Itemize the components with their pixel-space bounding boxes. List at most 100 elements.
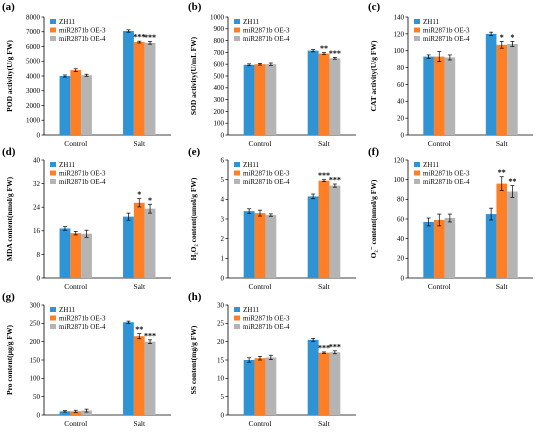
bar-salt-1 bbox=[123, 31, 134, 136]
y-tick-label: 40 bbox=[397, 98, 405, 106]
y-tick-label: 100 bbox=[394, 47, 405, 55]
y-tick-label: 800 bbox=[214, 37, 225, 45]
legend-label: miR2871b OE-4 bbox=[423, 178, 470, 186]
bar-control-3 bbox=[81, 233, 92, 278]
legend-swatch bbox=[234, 162, 240, 167]
bar-salt-1 bbox=[485, 214, 497, 278]
chart-panel-c: (c) 0 20 40 60 80 100 120 140 CAT activity(U/g FW… bbox=[368, 1, 533, 148]
bar-control-1 bbox=[423, 56, 434, 135]
bar-control-2 bbox=[254, 213, 266, 278]
bar-control-3 bbox=[444, 218, 456, 278]
significance-mark: ** bbox=[135, 325, 143, 334]
bar-control-2 bbox=[70, 70, 82, 135]
y-tick-label: 60 bbox=[397, 81, 405, 89]
bar-salt-3 bbox=[144, 208, 156, 278]
y-axis-label: Pro content(µg/g FW) bbox=[5, 325, 14, 396]
bar-salt-2 bbox=[318, 53, 330, 135]
bar-control-1 bbox=[59, 228, 71, 278]
y-tick-label: 2000 bbox=[26, 102, 41, 110]
bar-control-2 bbox=[433, 56, 445, 135]
chart-panel-e: (e) 0 1 2 3 4 5 6 H₂O₂ content(umol/g FW) Control… bbox=[188, 146, 356, 291]
legend-label: ZH11 bbox=[423, 161, 440, 169]
x-category-label: Salt bbox=[318, 282, 331, 291]
legend-swatch bbox=[414, 19, 420, 24]
significance-mark: * bbox=[510, 33, 514, 42]
y-tick-label: 8 bbox=[37, 251, 41, 259]
legend-label: ZH11 bbox=[59, 306, 76, 314]
significance-mark: * bbox=[148, 196, 152, 205]
y-tick-label: 0 bbox=[221, 131, 225, 139]
y-tick-label: 700 bbox=[214, 49, 225, 57]
significance-mark: *** bbox=[144, 331, 156, 340]
y-tick-label: 7000 bbox=[26, 28, 41, 36]
y-tick-label: 3 bbox=[221, 215, 225, 223]
y-tick-label: 0 bbox=[37, 131, 41, 139]
panel-letter: (c) bbox=[368, 1, 381, 13]
y-tick-label: 0 bbox=[221, 274, 225, 282]
legend-label: miR2871b OE-3 bbox=[243, 170, 290, 178]
legend-swatch bbox=[50, 162, 56, 167]
bar-control-1 bbox=[243, 64, 255, 135]
y-tick-label: 40 bbox=[397, 235, 405, 243]
significance-mark: *** bbox=[329, 49, 341, 58]
panel-letter: (h) bbox=[188, 291, 202, 303]
x-category-label: Control bbox=[249, 282, 272, 291]
y-tick-label: 15 bbox=[217, 356, 225, 364]
y-tick-label: 30 bbox=[217, 301, 225, 309]
bar-salt-2 bbox=[133, 336, 145, 415]
significance-mark: *** bbox=[318, 343, 330, 352]
bar-salt-1 bbox=[485, 33, 497, 135]
y-tick-label: 0 bbox=[401, 274, 405, 282]
legend-label: ZH11 bbox=[59, 18, 76, 26]
panel-letter: (e) bbox=[188, 146, 201, 158]
chart-panel-g: (g) 0 50 100 150 200 250 300 Pro content(µg/g FW… bbox=[2, 291, 171, 428]
legend-swatch bbox=[414, 179, 420, 184]
legend-label: miR2871b OE-3 bbox=[59, 27, 106, 35]
bar-control-2 bbox=[254, 64, 266, 135]
x-category-label: Salt bbox=[318, 419, 331, 428]
bar-control-3 bbox=[265, 357, 277, 415]
legend-label: miR2871b OE-4 bbox=[59, 178, 106, 186]
y-tick-label: 140 bbox=[394, 13, 405, 21]
significance-mark: ** bbox=[498, 168, 506, 177]
legend-label: ZH11 bbox=[59, 161, 76, 169]
y-axis-label: SOD activity(U/mL FW) bbox=[189, 36, 198, 115]
y-tick-label: 0 bbox=[37, 411, 41, 419]
x-category-label: Salt bbox=[133, 419, 146, 428]
legend-swatch bbox=[234, 36, 240, 41]
y-tick-label: 4 bbox=[221, 196, 225, 204]
chart-panel-f: (f) 0 20 40 60 80 100 120 O₂⁻ content(nmol/g FW)… bbox=[368, 146, 533, 291]
y-tick-label: 200 bbox=[30, 338, 41, 346]
y-tick-label: 80 bbox=[397, 64, 405, 72]
y-axis-label: O₂⁻ content(nmol/g FW) bbox=[369, 179, 378, 258]
bar-salt-3 bbox=[329, 185, 341, 278]
legend-swatch bbox=[234, 170, 240, 176]
x-category-label: Control bbox=[64, 419, 87, 428]
bar-control-1 bbox=[59, 76, 71, 135]
y-tick-label: 8000 bbox=[26, 13, 41, 21]
panel-letter: (a) bbox=[2, 1, 15, 13]
y-tick-label: 900 bbox=[214, 25, 225, 33]
legend-swatch bbox=[414, 170, 420, 176]
bar-control-3 bbox=[265, 64, 277, 135]
x-category-label: Control bbox=[428, 139, 451, 148]
y-tick-label: 20 bbox=[397, 255, 405, 263]
bar-control-3 bbox=[444, 57, 456, 136]
bar-salt-3 bbox=[329, 352, 341, 415]
y-tick-label: 0 bbox=[401, 131, 405, 139]
y-tick-label: 32 bbox=[33, 180, 41, 188]
bar-salt-2 bbox=[496, 183, 508, 278]
bar-control-1 bbox=[243, 211, 255, 278]
bar-control-2 bbox=[70, 411, 82, 415]
x-category-label: Salt bbox=[133, 282, 146, 291]
legend-label: miR2871b OE-4 bbox=[59, 323, 106, 331]
x-category-label: Control bbox=[249, 419, 272, 428]
bar-salt-1 bbox=[307, 196, 319, 278]
y-tick-label: 80 bbox=[397, 196, 405, 204]
bar-control-3 bbox=[81, 410, 92, 415]
y-tick-label: 200 bbox=[214, 108, 225, 116]
x-category-label: Control bbox=[64, 139, 87, 148]
y-tick-label: 6 bbox=[221, 156, 225, 164]
y-tick-label: 300 bbox=[30, 301, 41, 309]
